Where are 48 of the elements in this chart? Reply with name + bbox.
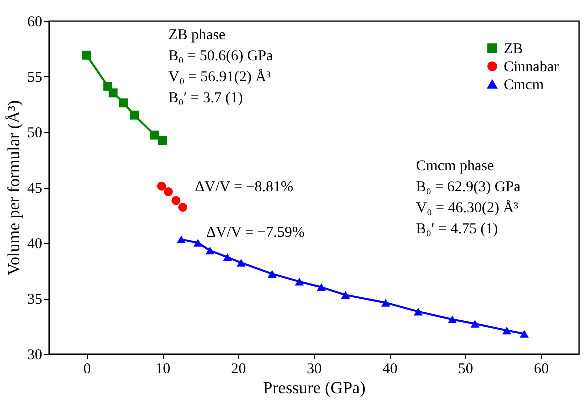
point bbox=[295, 278, 304, 286]
point bbox=[130, 110, 140, 120]
point bbox=[194, 239, 203, 247]
y-tick-label: 50 bbox=[28, 126, 42, 142]
y-tick-label: 60 bbox=[28, 14, 42, 30]
point bbox=[108, 88, 118, 98]
point bbox=[82, 50, 92, 60]
point bbox=[414, 308, 423, 316]
x-tick-label: 10 bbox=[156, 362, 171, 378]
x-tick-label: 60 bbox=[534, 362, 550, 378]
x-tick-label: 40 bbox=[382, 362, 398, 378]
point bbox=[223, 254, 232, 262]
legend-label: ZB bbox=[504, 42, 524, 58]
x-tick-label: 20 bbox=[231, 362, 246, 378]
point bbox=[178, 203, 188, 212]
point bbox=[150, 130, 160, 140]
point bbox=[177, 236, 186, 244]
y-tick-label: 35 bbox=[28, 292, 42, 308]
x-tick-label: 30 bbox=[307, 362, 322, 378]
annotation: Cmcm phase B₀ = 62.9(3) GPa V₀ = 46.30(2) Å³ B₀′ = 4.75 (1) bbox=[416, 158, 522, 238]
point bbox=[520, 330, 529, 338]
point bbox=[470, 320, 480, 328]
y-tick-label: 45 bbox=[28, 181, 42, 197]
y-tick-label: 30 bbox=[28, 348, 42, 364]
y-axis-title: Volume per formular (Å³) bbox=[4, 100, 24, 276]
point bbox=[172, 196, 181, 206]
point bbox=[502, 326, 512, 335]
x-tick-label: 0 bbox=[84, 362, 92, 378]
point bbox=[119, 98, 128, 108]
point bbox=[236, 259, 246, 267]
annotation: ΔV/V = −8.81% bbox=[195, 179, 294, 196]
legend-label: Cmcm bbox=[504, 78, 544, 94]
annotation: ZB phase B₀ = 50.6(6) GPa V₀ = 56.91(2) Å³ B₀′ = 3.7 (1) bbox=[168, 28, 274, 107]
y-tick-label: 40 bbox=[28, 236, 42, 252]
point bbox=[164, 187, 174, 196]
x-tick-label: 50 bbox=[458, 362, 474, 378]
annotation: ΔV/V = −7.59% bbox=[206, 224, 305, 241]
legend-label: Cinnabar bbox=[504, 60, 559, 76]
point bbox=[317, 284, 326, 292]
x-axis-title: Pressure (GPa) bbox=[263, 378, 366, 398]
y-tick-label: 55 bbox=[28, 70, 42, 86]
point bbox=[381, 299, 390, 307]
point bbox=[158, 136, 168, 146]
point bbox=[157, 182, 166, 191]
point bbox=[206, 246, 215, 255]
point bbox=[341, 291, 350, 300]
point bbox=[448, 316, 458, 324]
point bbox=[268, 270, 277, 278]
